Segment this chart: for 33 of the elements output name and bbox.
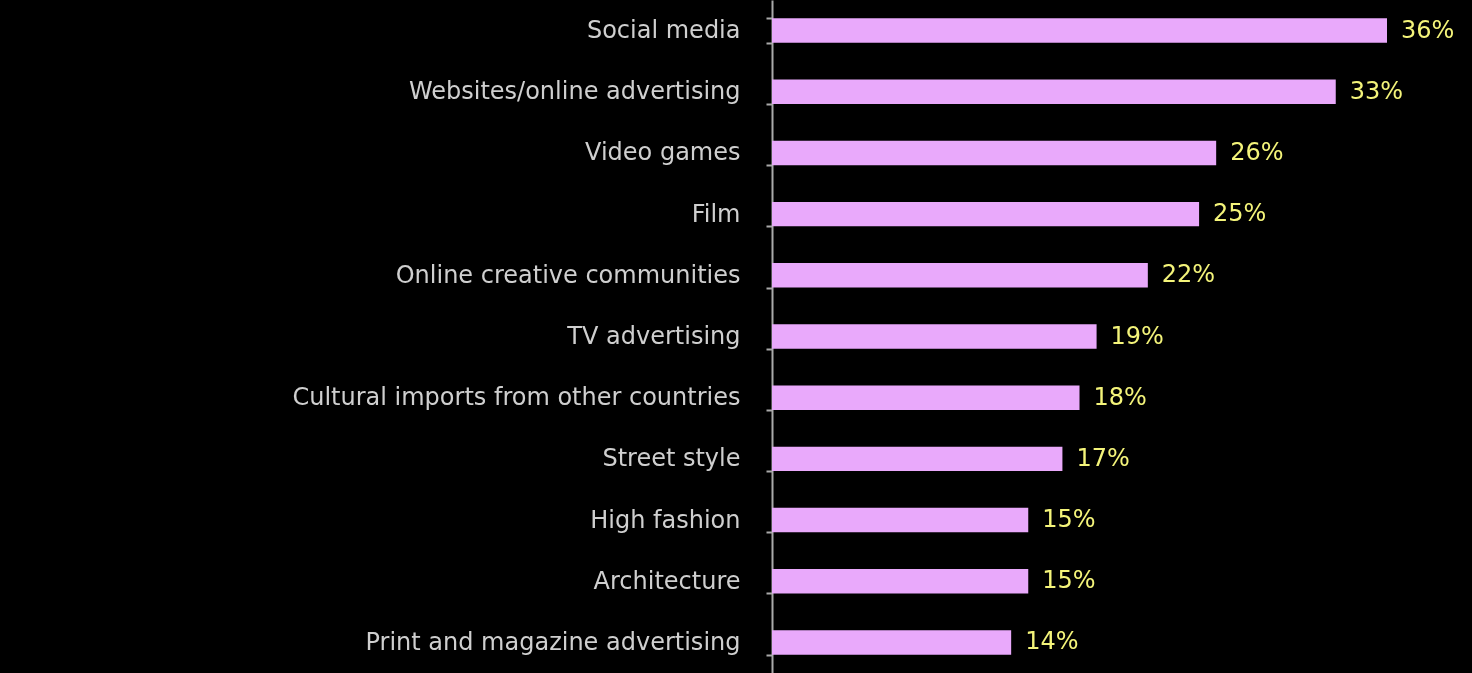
y-tick-label: Architecture: [593, 566, 741, 595]
data-label: 15%: [1042, 566, 1096, 595]
y-tick-label: Film: [691, 199, 741, 228]
bar: [772, 385, 1080, 410]
bar: [772, 18, 1387, 43]
y-tick-label: Online creative communities: [395, 260, 741, 289]
y-tick-label: Social media: [586, 16, 741, 45]
data-label: 26%: [1230, 137, 1284, 166]
data-label: 25%: [1213, 199, 1267, 228]
data-label: 17%: [1076, 443, 1130, 472]
y-tick-label: Cultural imports from other countries: [292, 383, 741, 412]
data-label: 15%: [1042, 505, 1096, 534]
data-label: 14%: [1025, 627, 1079, 656]
data-label: 33%: [1349, 76, 1404, 105]
y-tick-label: Websites/online advertising: [408, 77, 741, 106]
y-tick-label: Street style: [602, 444, 741, 473]
bar: [772, 568, 1029, 594]
bar: [772, 507, 1029, 533]
data-label: 18%: [1093, 382, 1147, 411]
bar: [772, 263, 1148, 288]
data-label: 22%: [1161, 260, 1216, 289]
bar: [772, 79, 1336, 105]
y-tick-label: High fashion: [590, 505, 741, 534]
bar: [772, 324, 1097, 349]
y-tick-label: Print and magazine advertising: [365, 627, 741, 656]
y-tick-label: Video games: [585, 138, 741, 167]
bar: [772, 630, 1012, 655]
y-tick-label: TV advertising: [566, 322, 741, 350]
data-label: 36%: [1401, 15, 1455, 44]
bar: [772, 201, 1200, 227]
data-label: 19%: [1110, 321, 1164, 350]
bar: [772, 140, 1217, 166]
bar: [772, 446, 1063, 472]
